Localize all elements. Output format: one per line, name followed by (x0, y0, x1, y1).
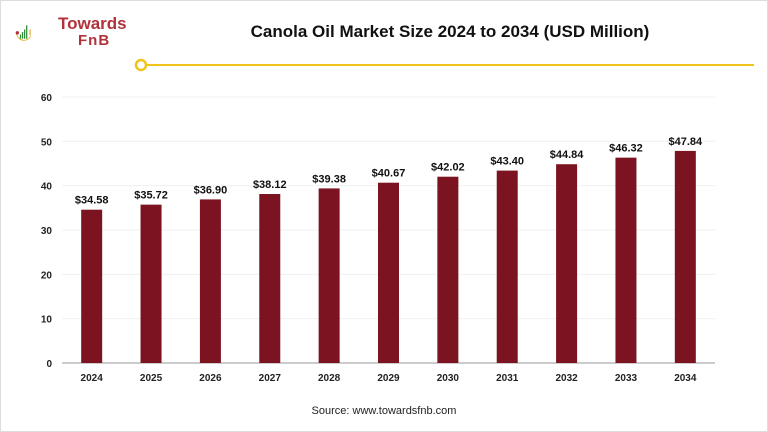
bar-2026 (199, 199, 221, 363)
bar-2032 (556, 164, 578, 363)
accent-dot (134, 58, 148, 72)
logo-text: Towards (58, 14, 127, 33)
y-tick-label: 10 (41, 315, 53, 326)
x-tick-label: 2029 (377, 373, 400, 384)
x-tick-label: 2030 (437, 373, 460, 384)
y-tick-label: 50 (41, 137, 53, 148)
x-tick-label: 2031 (496, 373, 519, 384)
data-label: $38.12 (253, 179, 287, 191)
source-note: Source: www.towardsfnb.com (311, 405, 457, 417)
bar-2028 (318, 188, 340, 363)
chart-title: Canola Oil Market Size 2024 to 2034 (USD… (250, 22, 650, 41)
x-tick-label: 2034 (674, 373, 697, 384)
x-tick-label: 2033 (615, 373, 638, 384)
y-tick-label: 60 (41, 93, 53, 104)
y-tick-label: 30 (41, 226, 53, 237)
data-label: $36.90 (194, 184, 228, 196)
x-tick-label: 2026 (199, 373, 222, 384)
bar-2030 (437, 176, 459, 363)
data-label: $47.84 (668, 136, 703, 148)
data-label: $46.32 (609, 143, 643, 155)
data-label: $43.40 (490, 156, 524, 168)
x-tick-label: 2024 (81, 373, 104, 384)
bar-2027 (259, 194, 281, 363)
x-tick-label: 2025 (140, 373, 163, 384)
logo-text-fnb: FnB (78, 32, 111, 49)
bar-2025 (140, 204, 162, 363)
bar-2033 (615, 157, 637, 363)
logo-icon (15, 25, 32, 41)
bar-2034 (674, 150, 696, 363)
y-tick-label: 0 (46, 359, 52, 370)
data-label: $39.38 (312, 173, 346, 185)
data-label: $44.84 (550, 149, 585, 161)
data-label: $35.72 (134, 190, 168, 202)
bar-2029 (378, 182, 399, 363)
bar-2024 (81, 209, 103, 363)
data-label: $40.67 (372, 168, 406, 180)
bar-2031 (496, 170, 518, 363)
data-label: $42.02 (431, 162, 465, 174)
y-tick-label: 40 (41, 182, 53, 193)
x-tick-label: 2032 (555, 373, 578, 384)
x-tick-label: 2028 (318, 373, 341, 384)
y-tick-label: 20 (41, 270, 53, 281)
data-label: $34.58 (75, 195, 109, 207)
x-tick-label: 2027 (259, 373, 282, 384)
